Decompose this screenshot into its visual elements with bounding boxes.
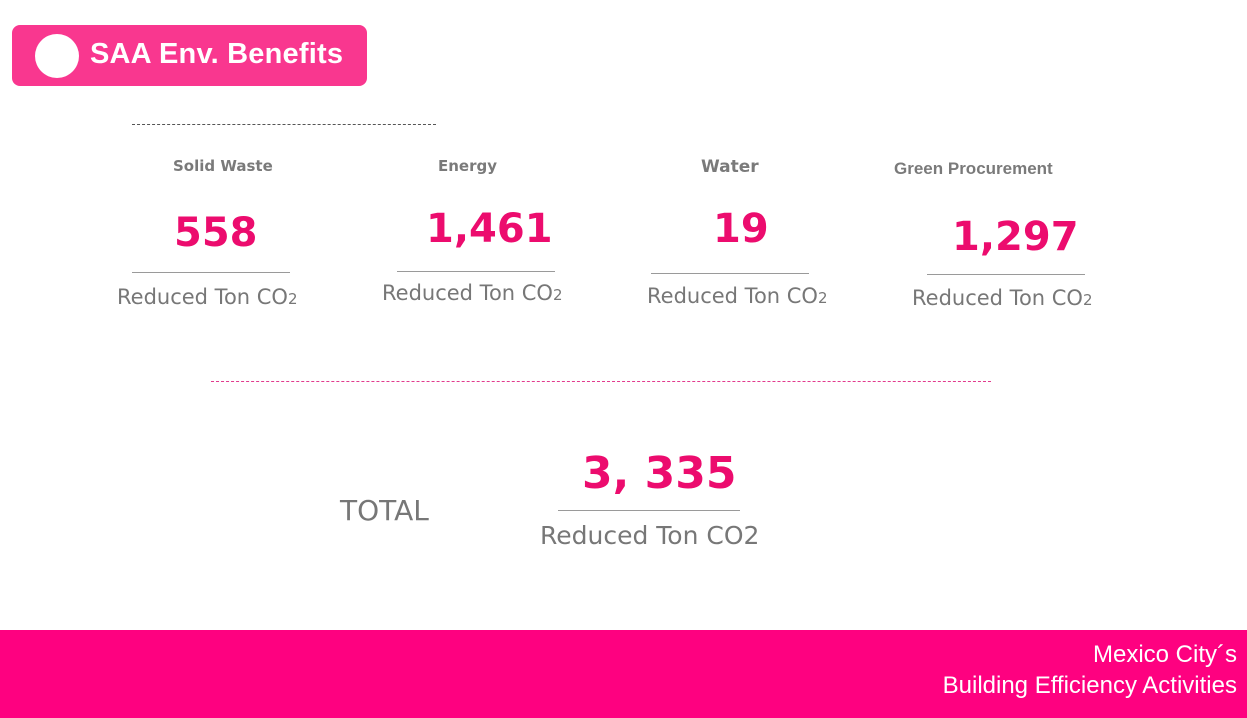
total-label: TOTAL: [340, 494, 429, 527]
metric-unit: Reduced Ton CO2: [382, 281, 563, 305]
metric-divider: [651, 273, 809, 274]
top-divider: [132, 124, 436, 125]
metric-divider: [397, 271, 555, 272]
footer-line-2: Building Efficiency Activities: [942, 672, 1237, 699]
metric-value: 1,461: [426, 206, 553, 252]
page-title: SAA Env. Benefits: [90, 38, 344, 70]
middle-divider: [211, 381, 991, 382]
metric-label: Solid Waste: [173, 157, 273, 175]
metric-label: Green Procurement: [894, 159, 1053, 178]
metric-label: Water: [701, 157, 759, 177]
metric-divider: [132, 272, 290, 273]
metric-unit: Reduced Ton CO2: [117, 285, 298, 309]
metric-unit: Reduced Ton CO2: [647, 284, 828, 308]
footer-bar: Mexico City´s Building Efficiency Activi…: [0, 630, 1247, 718]
metric-value: 19: [713, 206, 769, 252]
footer-line-1: Mexico City´s: [1092, 641, 1237, 668]
metric-value: 1,297: [952, 214, 1079, 260]
total-unit: Reduced Ton CO2: [540, 521, 760, 550]
metric-value: 558: [174, 210, 258, 256]
metric-label: Energy: [438, 157, 498, 175]
metric-divider: [927, 274, 1085, 275]
header-badge: SAA Env. Benefits: [12, 25, 367, 86]
circle-icon: [35, 34, 79, 78]
total-value: 3, 335: [582, 448, 737, 499]
total-divider: [558, 510, 740, 511]
metric-unit: Reduced Ton CO2: [912, 286, 1093, 310]
